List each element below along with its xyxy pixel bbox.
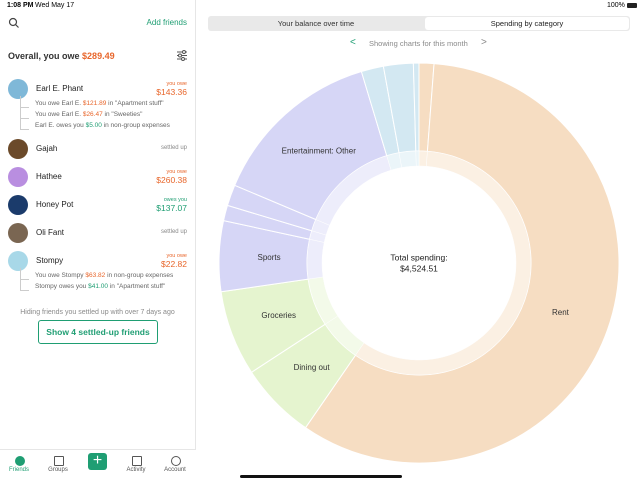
- total-amount: $4,524.51: [400, 263, 438, 273]
- slice-inner: [415, 150, 420, 167]
- tab-icon[interactable]: [15, 456, 25, 466]
- detail-prefix: You owe Earl E.: [35, 111, 82, 118]
- friend-status: you owe: [166, 81, 188, 87]
- detail-amount: $26.47: [82, 111, 103, 118]
- detail-connector: [20, 118, 29, 130]
- friend-detail: You owe Earl E. $26.47 in "Sweeties": [35, 111, 142, 118]
- period-label: Showing charts for this month: [369, 39, 468, 48]
- friend-name[interactable]: Earl E. Phant: [36, 84, 84, 93]
- total-label: Total spending:: [390, 252, 447, 262]
- donut-chart: Rent Dining out Groceries Sports Entertainme…: [218, 62, 620, 464]
- friend-amount: $137.07: [156, 203, 187, 213]
- add-expense-button[interactable]: +: [88, 453, 107, 470]
- slice-inner: [398, 150, 417, 168]
- detail-suffix: in "Apartment stuff": [109, 283, 166, 290]
- detail-prefix: Earl E. owes you: [35, 122, 84, 129]
- friend-detail: You owe Stompy $63.82 in non-group expen…: [35, 272, 173, 279]
- battery-icon: [627, 3, 637, 8]
- add-friends[interactable]: Add friends: [146, 18, 187, 27]
- slice-label: Entertainment: Other: [282, 147, 357, 156]
- friend-status: settled up: [160, 229, 187, 235]
- slice-inner: [306, 238, 325, 280]
- slice-label: Rent: [552, 308, 570, 317]
- friend-name[interactable]: Stompy: [36, 256, 64, 265]
- status-date: Wed May 17: [35, 2, 75, 9]
- detail-amount: $63.82: [85, 272, 106, 279]
- detail-connector: [20, 268, 29, 280]
- avatar[interactable]: [8, 139, 28, 159]
- friend-status: settled up: [160, 145, 187, 151]
- tab-icon[interactable]: [132, 456, 142, 466]
- tab-icon[interactable]: [54, 456, 64, 466]
- friend-detail: Stompy owes you $41.00 in "Apartment stu…: [35, 283, 165, 290]
- friend-name[interactable]: Oli Fant: [36, 228, 65, 237]
- detail-suffix: in non-group expenses: [107, 272, 174, 279]
- friend-status: you owe: [166, 169, 188, 175]
- show-settled-button[interactable]: Show 4 settled-up friends: [38, 320, 158, 344]
- detail-prefix: You owe Earl E.: [35, 100, 82, 107]
- detail-prefix: You owe Stompy: [35, 272, 84, 279]
- friend-name[interactable]: Honey Pot: [36, 200, 74, 209]
- divider: [195, 0, 196, 450]
- chart-tab[interactable]: Your balance over time: [277, 19, 355, 28]
- detail-amount: $121.89: [82, 100, 107, 107]
- overall-balance: Overall, you owe $289.49: [8, 51, 115, 61]
- avatar[interactable]: [8, 167, 28, 187]
- detail-amount: $5.00: [85, 122, 102, 129]
- avatar[interactable]: [8, 79, 28, 99]
- detail-amount: $41.00: [88, 283, 109, 290]
- overall-amount: $289.49: [82, 51, 115, 61]
- search-icon[interactable]: [8, 17, 20, 29]
- tab-label[interactable]: Activity: [126, 467, 146, 473]
- detail-suffix: in "Apartment stuff": [108, 100, 164, 107]
- slice-label: Sports: [258, 253, 281, 262]
- tab-label[interactable]: Account: [164, 467, 186, 473]
- chart-tab-selected[interactable]: Spending by category: [425, 17, 629, 30]
- next-arrow[interactable]: >: [481, 37, 487, 48]
- slice-inner: [418, 150, 428, 167]
- friend-status: owes you: [163, 197, 187, 203]
- slice-label: Dining out: [294, 363, 331, 372]
- detail-suffix: in non-group expenses: [103, 122, 170, 129]
- friend-detail: You owe Earl E. $121.89 in "Apartment st…: [35, 100, 164, 107]
- avatar[interactable]: [8, 195, 28, 215]
- home-indicator: [240, 475, 402, 478]
- friend-name[interactable]: Gajah: [36, 144, 58, 153]
- tab-icon[interactable]: [171, 456, 181, 466]
- detail-connector: [20, 279, 29, 291]
- friend-detail: Earl E. owes you $5.00 in non-group expe…: [35, 122, 170, 129]
- status-battery: 100%: [607, 2, 625, 9]
- overall-label: Overall, you owe: [8, 51, 80, 61]
- tab-label[interactable]: Groups: [48, 467, 68, 473]
- avatar[interactable]: [8, 251, 28, 271]
- tab-label[interactable]: Friends: [8, 467, 29, 473]
- filter-icon[interactable]: [176, 50, 188, 61]
- friend-amount: $143.36: [156, 87, 187, 97]
- tab-bar-border: [0, 449, 195, 450]
- avatar[interactable]: [8, 223, 28, 243]
- detail-connector: [20, 107, 29, 119]
- detail-suffix: in "Sweeties": [104, 111, 143, 118]
- detail-connector: [20, 96, 29, 108]
- prev-arrow[interactable]: <: [350, 37, 356, 48]
- friend-name[interactable]: Hathee: [36, 172, 62, 181]
- friend-amount: $260.38: [156, 175, 187, 185]
- friend-amount: $22.82: [161, 259, 187, 269]
- friend-status: you owe: [166, 253, 188, 259]
- status-time: 1:08 PM: [7, 2, 34, 9]
- hidden-note: Hiding friends you settled up with over …: [20, 309, 175, 316]
- detail-prefix: Stompy owes you: [35, 283, 87, 290]
- slice-label: Groceries: [261, 311, 296, 320]
